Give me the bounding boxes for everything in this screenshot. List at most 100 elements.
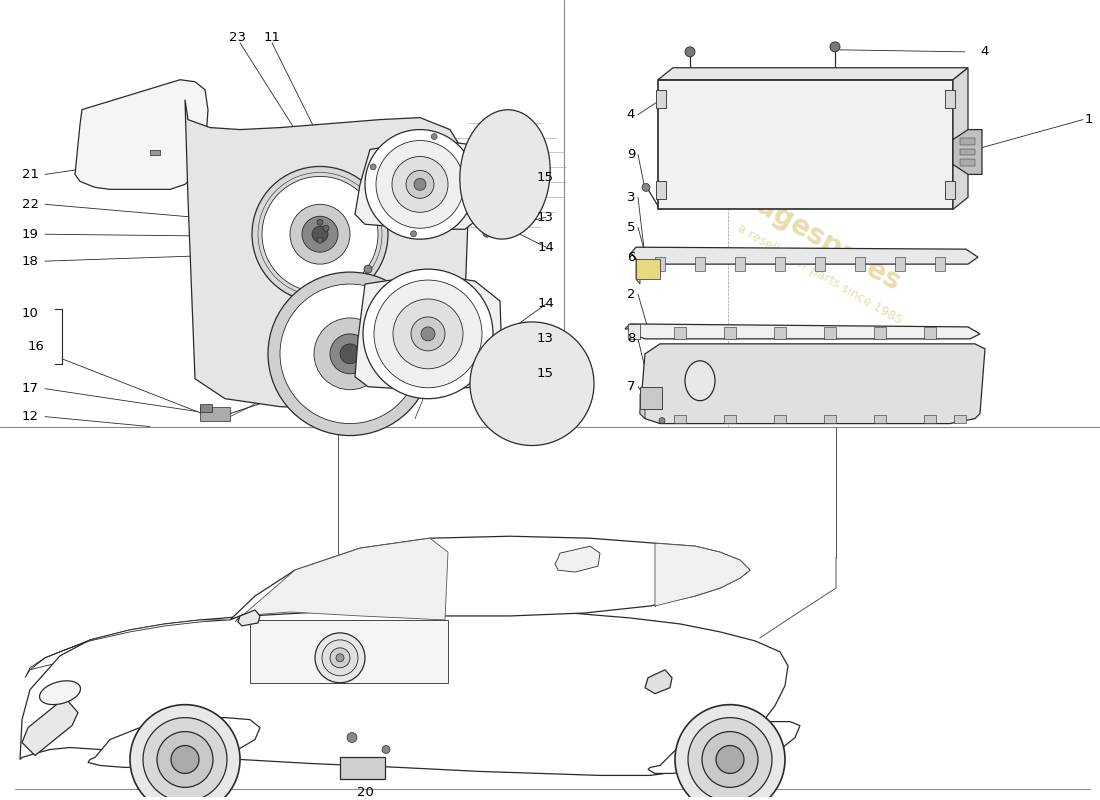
- Text: 14: 14: [537, 241, 554, 254]
- Circle shape: [314, 318, 386, 390]
- Bar: [924, 414, 936, 422]
- Text: 7: 7: [627, 380, 635, 394]
- Polygon shape: [250, 620, 448, 682]
- Circle shape: [483, 230, 491, 238]
- Circle shape: [170, 746, 199, 774]
- Polygon shape: [25, 620, 230, 678]
- Circle shape: [317, 219, 323, 226]
- Text: edgespares: edgespares: [439, 544, 661, 692]
- Circle shape: [414, 178, 426, 190]
- Circle shape: [470, 322, 594, 446]
- Bar: [340, 758, 385, 779]
- Bar: [200, 406, 230, 421]
- Bar: [960, 149, 975, 155]
- Text: 10: 10: [22, 307, 38, 321]
- Text: 2: 2: [627, 287, 635, 301]
- Circle shape: [465, 196, 471, 202]
- Polygon shape: [628, 324, 640, 339]
- Circle shape: [431, 134, 437, 139]
- Bar: [960, 159, 975, 166]
- Polygon shape: [185, 100, 468, 409]
- Polygon shape: [874, 327, 886, 339]
- Circle shape: [302, 216, 338, 252]
- Text: 14: 14: [537, 298, 554, 310]
- Text: 20: 20: [356, 786, 373, 799]
- Bar: [640, 386, 662, 409]
- Bar: [960, 138, 975, 145]
- Text: 3: 3: [627, 191, 635, 204]
- Circle shape: [410, 231, 417, 237]
- Polygon shape: [20, 610, 788, 775]
- Polygon shape: [824, 327, 836, 339]
- Bar: [724, 414, 736, 422]
- Text: 9: 9: [627, 148, 635, 161]
- Circle shape: [143, 718, 227, 800]
- Bar: [656, 182, 666, 199]
- Polygon shape: [648, 722, 800, 774]
- Circle shape: [374, 280, 482, 388]
- Polygon shape: [22, 698, 78, 755]
- Circle shape: [371, 164, 376, 170]
- Polygon shape: [735, 257, 745, 271]
- Polygon shape: [776, 257, 785, 271]
- Circle shape: [642, 183, 650, 191]
- Text: a reseller for parts since 1985: a reseller for parts since 1985: [735, 222, 905, 326]
- Text: 17: 17: [22, 382, 38, 395]
- Circle shape: [382, 746, 390, 754]
- Circle shape: [312, 226, 328, 242]
- Bar: [200, 404, 212, 412]
- Text: 13: 13: [537, 332, 554, 346]
- Circle shape: [830, 42, 840, 52]
- Circle shape: [365, 130, 475, 239]
- Circle shape: [330, 648, 350, 668]
- Circle shape: [406, 170, 434, 198]
- Bar: [945, 90, 955, 108]
- Bar: [656, 90, 666, 108]
- Polygon shape: [235, 538, 448, 622]
- Text: 4: 4: [627, 108, 635, 121]
- Circle shape: [315, 633, 365, 682]
- Circle shape: [688, 718, 772, 800]
- Text: 15: 15: [537, 367, 554, 380]
- Text: 1: 1: [1085, 113, 1093, 126]
- Bar: [954, 414, 966, 422]
- Polygon shape: [658, 68, 968, 80]
- Text: 6: 6: [627, 250, 635, 264]
- Polygon shape: [815, 257, 825, 271]
- Circle shape: [376, 141, 464, 228]
- Bar: [874, 414, 886, 422]
- Text: 22: 22: [22, 198, 38, 211]
- Circle shape: [364, 265, 372, 273]
- Polygon shape: [645, 670, 672, 694]
- Text: 11: 11: [264, 31, 280, 44]
- Polygon shape: [654, 543, 750, 606]
- Bar: [774, 414, 786, 422]
- Polygon shape: [774, 327, 786, 339]
- Circle shape: [685, 47, 695, 57]
- Circle shape: [262, 177, 378, 292]
- Text: 16: 16: [28, 340, 45, 354]
- Bar: [945, 182, 955, 199]
- Polygon shape: [238, 610, 260, 626]
- Ellipse shape: [40, 681, 80, 705]
- Polygon shape: [640, 394, 645, 418]
- Circle shape: [363, 269, 493, 398]
- Circle shape: [268, 272, 432, 435]
- Polygon shape: [895, 257, 905, 271]
- Polygon shape: [855, 257, 865, 271]
- Text: a reseller for parts since 1985: a reseller for parts since 1985: [196, 241, 384, 357]
- Polygon shape: [556, 546, 600, 572]
- Polygon shape: [640, 344, 984, 423]
- Polygon shape: [935, 257, 945, 271]
- Circle shape: [340, 344, 360, 364]
- Text: 18: 18: [22, 254, 38, 268]
- Circle shape: [675, 705, 785, 800]
- Polygon shape: [636, 259, 660, 279]
- Text: 21: 21: [22, 168, 38, 181]
- Text: 23: 23: [230, 31, 246, 44]
- Polygon shape: [88, 718, 260, 767]
- Text: 5: 5: [627, 221, 635, 234]
- Circle shape: [393, 299, 463, 369]
- Polygon shape: [230, 536, 750, 620]
- Circle shape: [702, 731, 758, 787]
